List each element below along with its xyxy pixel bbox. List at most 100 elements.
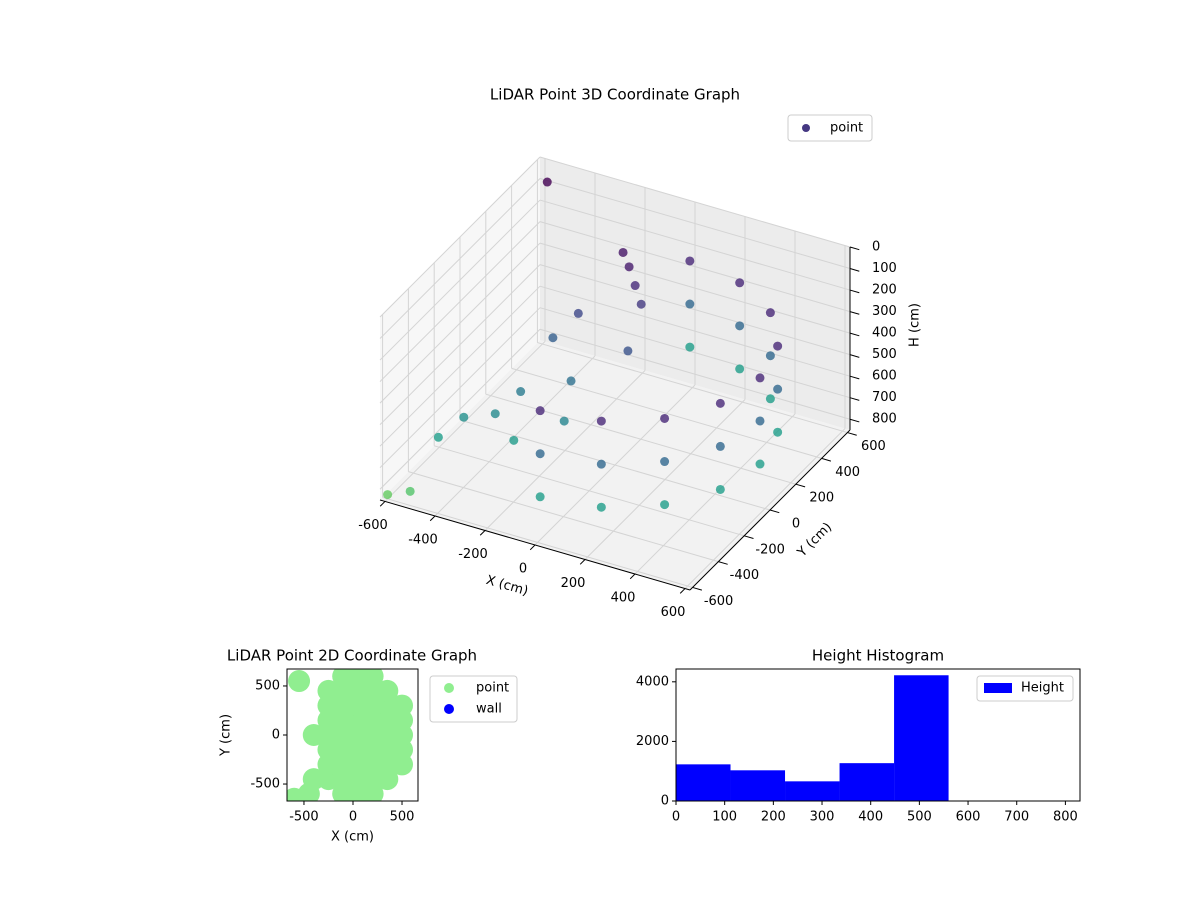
z-tick-label: 100 (872, 261, 897, 276)
point (433, 432, 443, 442)
x-tick-label: 600 (661, 605, 686, 620)
y-tick-label: 0 (792, 517, 800, 532)
y-tick-label: -600 (704, 594, 734, 609)
x-tick-label: -200 (458, 547, 488, 562)
point (660, 413, 670, 423)
legend-marker (444, 704, 454, 714)
tick-mark (849, 375, 860, 380)
z-tick-label: 500 (872, 347, 897, 362)
x-tick-label: 300 (810, 810, 835, 825)
point (773, 427, 783, 437)
point (405, 486, 415, 496)
tick-mark (529, 544, 536, 551)
point (735, 278, 745, 288)
tick-mark (679, 588, 686, 594)
grid-line (537, 342, 848, 434)
axes-frame (675, 668, 1081, 802)
tick-mark (579, 559, 586, 565)
x-tick-label: -400 (408, 532, 438, 547)
point (715, 398, 725, 408)
x-tick-label: 200 (761, 810, 786, 825)
grid-line (539, 307, 851, 399)
bar (730, 770, 786, 801)
grid-line (539, 328, 851, 420)
point (490, 409, 500, 419)
point (297, 782, 320, 801)
point (618, 247, 628, 257)
x-tick-label: 100 (712, 810, 737, 825)
point (302, 724, 325, 746)
legend-patch (984, 683, 1012, 693)
grid-line (539, 199, 851, 291)
x-tick-label: 500 (907, 810, 932, 825)
grid-line (511, 367, 822, 459)
point (715, 441, 725, 451)
grid-line (408, 471, 719, 563)
tick-mark (821, 457, 832, 462)
y-axis-label: Y (cm) (219, 714, 234, 757)
x-tick-label: 700 (1004, 810, 1029, 825)
x-tick-label: -500 (289, 810, 319, 825)
bar (894, 675, 949, 801)
point (383, 490, 393, 500)
point (535, 492, 545, 502)
z-tick-label: 700 (872, 390, 897, 405)
z-tick-label: 800 (872, 412, 897, 427)
grid-line (379, 178, 541, 339)
point (317, 679, 340, 702)
point (535, 449, 545, 459)
point (516, 387, 526, 397)
z-tick-label: 600 (872, 369, 897, 384)
point (773, 341, 783, 351)
point (755, 459, 765, 469)
tick-mark (629, 573, 636, 580)
y-tick-label: 4000 (636, 674, 669, 689)
point (636, 299, 646, 309)
x-tick-label: 800 (1053, 810, 1078, 825)
legend-marker (444, 683, 454, 693)
grid-line (539, 178, 851, 270)
y-tick-label: 0 (661, 794, 669, 809)
legend-marker (802, 124, 810, 132)
x-tick-label: -600 (358, 518, 388, 533)
point (765, 308, 775, 318)
y-tick-label: -500 (250, 777, 280, 792)
z-tick-label: 400 (872, 326, 897, 341)
x-tick-label: 400 (858, 810, 883, 825)
point (715, 484, 725, 494)
point (596, 416, 606, 426)
x-tick-label: 200 (561, 576, 586, 591)
point (596, 502, 606, 512)
grid-line (379, 156, 541, 318)
tick-mark (849, 311, 860, 315)
grid-line (434, 445, 745, 537)
point (332, 669, 355, 688)
tick-mark (849, 332, 860, 337)
x-tick-label: 0 (672, 810, 680, 825)
tick-mark (849, 354, 860, 358)
grid-line (539, 285, 851, 377)
point (660, 457, 670, 467)
point (459, 412, 469, 422)
grid-line (379, 328, 541, 490)
x-tick-label: 0 (519, 562, 527, 577)
point (685, 256, 695, 266)
point (542, 177, 552, 187)
point (624, 262, 634, 272)
tick-mark (849, 418, 860, 423)
point (755, 373, 765, 383)
grid-line (379, 221, 541, 382)
y-tick-label: -200 (755, 542, 785, 557)
z-axis-label: H (cm) (908, 303, 923, 347)
point (685, 342, 695, 352)
point (735, 364, 745, 374)
tick-mark (744, 535, 754, 539)
y-tick-label: 200 (809, 491, 834, 506)
tick-mark (849, 268, 860, 272)
grid-line (459, 419, 771, 511)
tick-mark (429, 515, 436, 522)
point (755, 416, 765, 426)
point (509, 435, 519, 445)
point (623, 346, 633, 356)
legend-label: wall (476, 702, 502, 717)
